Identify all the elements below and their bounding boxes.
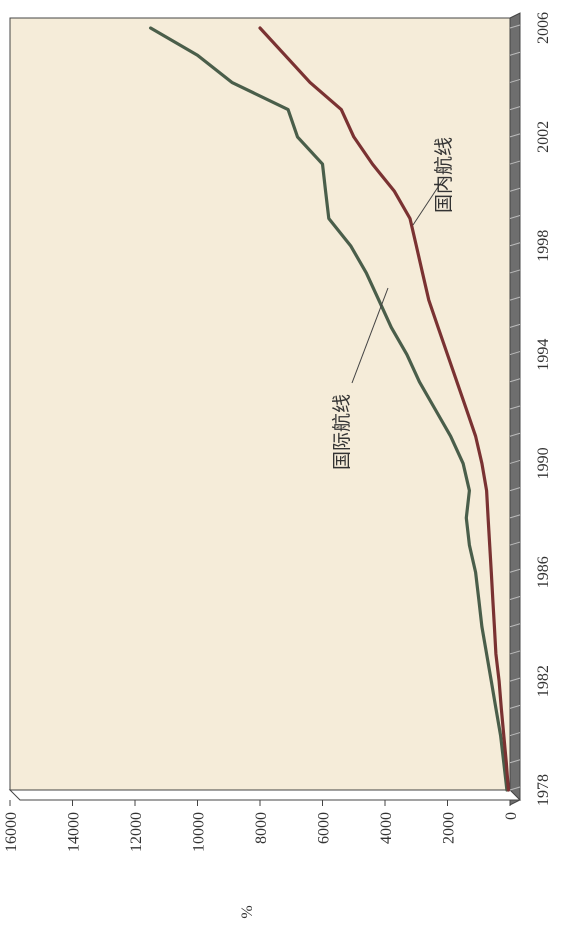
year-tick-mark (509, 786, 521, 791)
value-tick-label: 10000 (191, 812, 208, 852)
year-tick-mark (509, 650, 521, 655)
year-tick-mark (509, 296, 521, 301)
value-tick-label: 14000 (66, 812, 83, 852)
year-tick-label: 1994 (535, 339, 552, 371)
year-tick-mark (509, 24, 521, 29)
year-tick-mark (509, 242, 521, 247)
plot-background (9, 17, 511, 791)
tick-labels: 0 2000 4000 6000 8000 10000 12000 14000 16000 197… (3, 12, 552, 919)
value-tick-label: 6000 (316, 812, 333, 844)
year-tick-mark (509, 160, 521, 165)
year-tick-mark (509, 732, 521, 737)
year-tick-mark (509, 351, 521, 356)
value-axis-unit: % (239, 905, 256, 918)
year-tick-mark (509, 133, 521, 138)
annotation-domestic: 国内航线 (433, 137, 455, 213)
series-lines (149, 26, 510, 792)
value-tick-label: 16000 (3, 812, 20, 852)
year-tick-label: 1990 (535, 447, 552, 479)
year-tick-mark (509, 487, 521, 492)
year-tick-label: 1986 (535, 556, 552, 588)
year-tick-mark (509, 623, 521, 628)
year-tick-mark (509, 187, 521, 192)
annotation-international: 国际航线 (331, 394, 353, 470)
value-tick-label: 12000 (128, 812, 145, 852)
year-tick-label: 2002 (535, 121, 552, 153)
value-tick-label: 8000 (253, 812, 270, 844)
year-tick-mark (509, 514, 521, 519)
year-tick-mark (509, 541, 521, 546)
plot-bottom-face (8, 789, 522, 801)
year-tick-label: 1978 (535, 774, 552, 806)
year-tick-label: 1982 (535, 665, 552, 697)
year-tick-mark (509, 323, 521, 328)
year-tick-mark (509, 596, 521, 600)
value-tick-label: 2000 (441, 812, 458, 844)
year-tick-label: 2006 (535, 12, 552, 44)
value-tick-label: 0 (503, 812, 520, 820)
year-tick-mark (509, 378, 521, 383)
annotation-international-leader (351, 287, 389, 384)
year-tick-mark (509, 677, 521, 682)
year-tick-mark (509, 78, 521, 83)
year-tick-mark (509, 215, 521, 219)
value-tick-label: 4000 (378, 812, 395, 844)
year-tick-label: 1998 (535, 230, 552, 262)
annotation-domestic-leader (412, 177, 445, 226)
year-tick-mark (509, 106, 521, 111)
year-tick-mark (509, 269, 521, 274)
year-tick-mark (509, 568, 521, 573)
year-tick-mark (509, 759, 521, 764)
year-tick-mark (509, 51, 521, 56)
year-tick-mark (509, 704, 521, 709)
year-tick-mark (509, 405, 521, 410)
year-tick-mark (509, 432, 521, 437)
plot-frame (8, 12, 522, 806)
series-line-international (149, 26, 509, 792)
annotations: 国际航线 国内航线 (331, 137, 455, 470)
year-tick-mark (509, 459, 521, 464)
series-line-domestic (258, 26, 510, 792)
